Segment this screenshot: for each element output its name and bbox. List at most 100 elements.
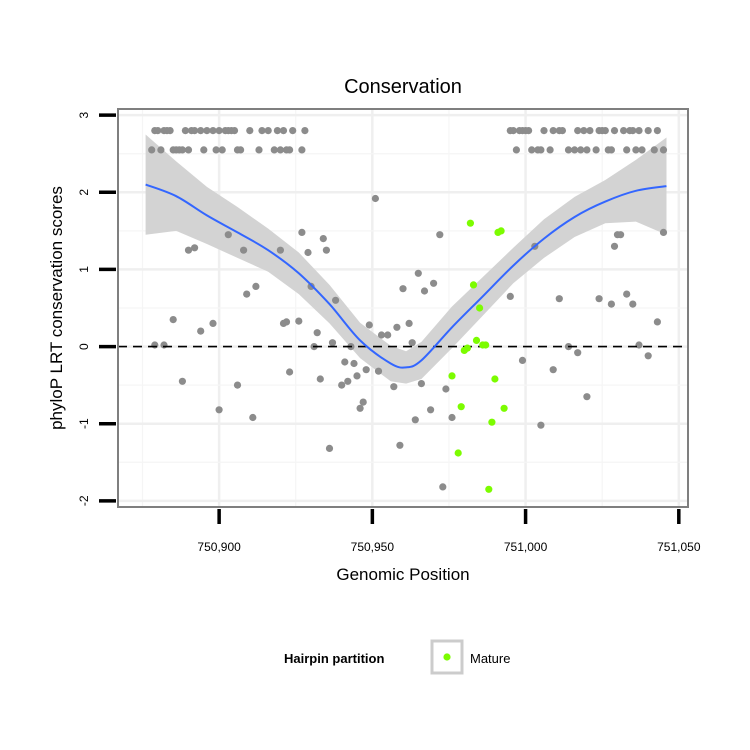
data-point-other bbox=[270, 146, 278, 154]
y-tick-label: 2 bbox=[77, 189, 91, 196]
data-point-other bbox=[537, 421, 545, 429]
data-point-other bbox=[212, 146, 220, 154]
data-point-other bbox=[638, 146, 646, 154]
data-point-other bbox=[243, 290, 251, 298]
data-point-other bbox=[197, 327, 205, 335]
legend-title: Hairpin partition bbox=[284, 651, 384, 666]
data-point-other bbox=[151, 341, 159, 349]
data-point-other bbox=[436, 231, 444, 239]
data-point-other bbox=[549, 127, 557, 135]
x-tick-label: 751,050 bbox=[657, 540, 701, 554]
grid-lines bbox=[118, 109, 688, 507]
x-tick-label: 750,900 bbox=[197, 540, 241, 554]
data-point-other bbox=[371, 194, 379, 203]
data-point-other bbox=[577, 146, 585, 154]
data-point-other bbox=[264, 127, 272, 135]
data-point-other bbox=[659, 228, 668, 236]
data-point-other bbox=[209, 127, 217, 135]
smooth-confidence-band bbox=[145, 134, 667, 384]
data-point-other bbox=[607, 300, 616, 308]
data-point-other bbox=[396, 441, 404, 449]
data-point-other bbox=[181, 127, 189, 135]
data-point-mature bbox=[469, 281, 478, 289]
data-point-other bbox=[540, 127, 548, 135]
data-point-other bbox=[653, 127, 662, 135]
data-point-other bbox=[286, 146, 294, 154]
data-point-other bbox=[276, 146, 284, 154]
data-point-other bbox=[344, 377, 352, 385]
data-point-other bbox=[623, 146, 631, 154]
data-point-other bbox=[644, 352, 652, 360]
data-point-other bbox=[650, 146, 658, 154]
data-point-mature bbox=[491, 375, 499, 383]
data-point-other bbox=[408, 339, 416, 347]
data-point-other bbox=[601, 127, 609, 135]
data-point-other bbox=[286, 368, 294, 376]
data-point-other bbox=[154, 127, 162, 135]
y-axis-title: phyloP LRT conservation scores bbox=[47, 186, 66, 430]
y-tick-label: 3 bbox=[77, 112, 91, 119]
data-point-other bbox=[546, 146, 554, 154]
data-point-other bbox=[644, 127, 652, 135]
data-point-other bbox=[295, 317, 303, 325]
data-point-other bbox=[528, 146, 536, 154]
data-point-other bbox=[525, 127, 533, 135]
data-point-other bbox=[659, 146, 668, 154]
data-point-other bbox=[653, 318, 662, 326]
data-point-other bbox=[549, 366, 557, 374]
data-point-other bbox=[191, 244, 199, 252]
data-point-mature bbox=[488, 418, 496, 426]
chart-title: Conservation bbox=[344, 76, 462, 98]
data-point-other bbox=[610, 127, 619, 135]
data-point-other bbox=[411, 416, 419, 424]
data-point-other bbox=[610, 242, 619, 250]
data-point-other bbox=[325, 444, 334, 452]
data-point-other bbox=[209, 319, 217, 327]
y-tick-label: 0 bbox=[77, 343, 91, 350]
data-point-other bbox=[350, 359, 358, 368]
data-point-other bbox=[233, 381, 242, 389]
data-point-other bbox=[509, 127, 517, 135]
data-point-other bbox=[157, 146, 165, 154]
data-point-other bbox=[537, 146, 545, 154]
data-point-other bbox=[629, 300, 637, 308]
data-point-other bbox=[635, 341, 643, 349]
legend: Hairpin partition Mature bbox=[284, 639, 510, 675]
x-tick-label: 750,950 bbox=[351, 540, 395, 554]
data-point-other bbox=[555, 295, 563, 303]
data-point-other bbox=[328, 339, 337, 347]
data-point-other bbox=[240, 246, 248, 254]
x-axis-title: Genomic Position bbox=[336, 565, 469, 584]
data-point-other bbox=[252, 282, 260, 290]
data-point-other bbox=[586, 127, 594, 135]
points-other bbox=[148, 127, 668, 491]
data-point-other bbox=[230, 127, 239, 135]
data-point-other bbox=[574, 127, 582, 135]
data-point-other bbox=[313, 329, 321, 337]
data-point-other bbox=[617, 231, 625, 239]
data-point-other bbox=[307, 282, 315, 290]
data-point-other bbox=[255, 146, 263, 154]
data-point-other bbox=[197, 127, 205, 135]
data-point-mature bbox=[485, 485, 493, 493]
data-point-mature bbox=[500, 404, 508, 412]
data-point-other bbox=[289, 127, 297, 135]
data-point-other bbox=[430, 279, 438, 287]
data-point-other bbox=[607, 146, 616, 154]
data-point-other bbox=[558, 127, 567, 135]
data-point-mature bbox=[497, 227, 505, 235]
legend-key-mature bbox=[443, 653, 451, 661]
data-point-other bbox=[215, 406, 223, 414]
data-point-mature bbox=[463, 344, 471, 352]
data-point-other bbox=[506, 292, 514, 300]
data-point-other bbox=[316, 375, 324, 383]
data-point-other bbox=[279, 127, 288, 135]
data-point-other bbox=[301, 127, 309, 135]
data-point-mature bbox=[472, 336, 481, 344]
data-point-other bbox=[362, 366, 370, 374]
data-point-mature bbox=[457, 403, 465, 411]
plot-panel bbox=[117, 108, 689, 508]
data-point-other bbox=[439, 483, 447, 491]
data-point-other bbox=[574, 349, 582, 357]
